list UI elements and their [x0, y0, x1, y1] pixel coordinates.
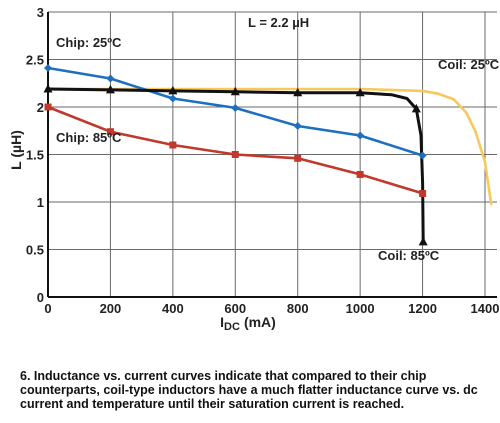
marker-layer: [43, 64, 428, 246]
y-tick-label: 2.5: [26, 53, 44, 68]
data-point-chip-85-c: [294, 154, 302, 162]
y-tick-label: 2: [37, 100, 44, 115]
x-axis-label: IDC (mA): [220, 314, 276, 330]
axes: [47, 12, 497, 298]
x-tick-labels: 0 200 400 600 800 1000 1200 1400: [44, 301, 499, 316]
chart-title: L = 2.2 µH: [248, 15, 309, 30]
data-point-chip-85-c: [419, 189, 427, 197]
x-axis-label-sub: DC: [224, 321, 240, 330]
data-point-chip-85-c: [106, 128, 114, 136]
x-axis-label-main: I: [220, 314, 224, 330]
series-label-chip-25: Chip: 25ºC: [56, 35, 122, 50]
series-line-coil-85-c: [46, 87, 425, 244]
x-tick-label: 200: [100, 301, 122, 316]
y-tick-label: 0: [37, 290, 44, 305]
x-tick-label: 1400: [471, 301, 500, 316]
data-point-chip-25-c: [168, 94, 177, 103]
y-axis-label: L (µH): [8, 130, 24, 170]
inductance-chart: 0 200 400 600 800 1000 1200 1400 00.511.522.53 …: [8, 5, 500, 330]
data-point-chip-25-c: [44, 64, 52, 73]
y-tick-label: 3: [37, 5, 44, 20]
series-line-coil-25-c: [46, 87, 493, 206]
data-point-chip-85-c: [231, 151, 239, 158]
data-point-chip-85-c: [356, 170, 364, 178]
data-point-chip-25-c: [356, 131, 365, 140]
data-point-chip-25-c: [106, 74, 115, 83]
y-tick-label: 1: [37, 195, 44, 210]
figure-caption: 6. Inductance vs. current curves indicat…: [20, 369, 478, 411]
x-axis-label-unit: (mA): [244, 314, 276, 330]
y-tick-labels: 0 0.5 1 1.5 2 2.5 3: [26, 5, 44, 305]
data-point-chip-85-c: [169, 141, 177, 149]
x-tick-label: 400: [162, 301, 184, 316]
data-point-coil-85-c: [418, 236, 428, 246]
x-tick-label: 600: [224, 301, 246, 316]
data-point-coil-85-c: [168, 85, 178, 95]
y-tick-label: 0.5: [26, 243, 44, 258]
x-tick-label: 0: [44, 301, 51, 316]
x-tick-label: 800: [287, 301, 309, 316]
series-label-coil-85: Coil: 85ºC: [378, 248, 440, 263]
series-label-chip-85: Chip: 85ºC: [56, 130, 122, 145]
data-point-coil-85-c: [105, 84, 115, 94]
data-point-chip-25-c: [293, 122, 302, 130]
data-point-coil-85-c: [230, 86, 240, 96]
data-point-chip-85-c: [44, 103, 52, 111]
data-point-coil-85-c: [293, 87, 303, 97]
data-point-chip-25-c: [418, 151, 427, 160]
x-tick-label: 1200: [408, 301, 437, 316]
data-point-coil-85-c: [43, 83, 53, 93]
x-tick-label: 1000: [346, 301, 375, 316]
y-tick-label: 1.5: [26, 148, 44, 163]
data-point-coil-85-c: [411, 103, 421, 113]
data-point-coil-85-c: [355, 87, 365, 97]
series-label-coil-25: Coil: 25ºC: [438, 57, 500, 72]
data-point-chip-25-c: [231, 103, 240, 112]
